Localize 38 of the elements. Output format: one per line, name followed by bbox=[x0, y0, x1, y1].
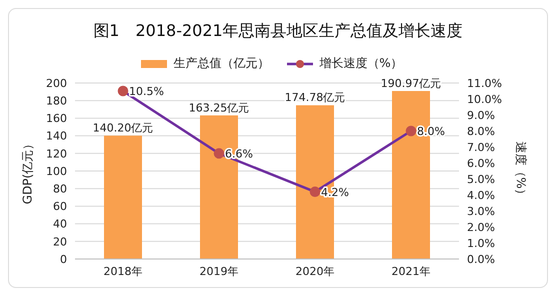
y-tick-label: 140 bbox=[46, 130, 67, 143]
y-tick-label: 60 bbox=[53, 200, 67, 214]
x-tick-label: 2018年 bbox=[104, 264, 142, 278]
data-label: 140.20亿元 bbox=[92, 122, 154, 135]
y2-tick-label: 0.0% bbox=[467, 252, 495, 266]
y-tick-label: 100 bbox=[46, 164, 67, 178]
y-tick-label: 40 bbox=[53, 218, 67, 231]
y2-tick-label: 3.0% bbox=[467, 204, 495, 218]
y2-axis-title: 速度（%） bbox=[514, 141, 528, 201]
bar bbox=[104, 136, 142, 259]
y2-tick-label: 6.0% bbox=[467, 156, 495, 170]
y2-tick-label: 7.0% bbox=[467, 140, 495, 154]
y-tick-label: 180 bbox=[46, 94, 67, 108]
y-tick-label: 120 bbox=[46, 147, 67, 160]
x-tick-label: 2019年 bbox=[200, 264, 238, 278]
data-label: 10.5% bbox=[129, 85, 164, 98]
data-label: 174.78亿元 bbox=[284, 91, 346, 104]
x-tick-label: 2020年 bbox=[296, 264, 334, 278]
y2-tick-label: 11.0% bbox=[467, 76, 502, 90]
y-tick-label: 20 bbox=[53, 235, 67, 248]
y2-tick-label: 2.0% bbox=[467, 220, 495, 234]
chart-title: 图1 2018-2021年思南县地区生产总值及增长速度 bbox=[92, 20, 464, 42]
y2-tick-label: 10.0% bbox=[467, 92, 502, 106]
y-tick-label: 80 bbox=[53, 182, 67, 196]
x-tick-label: 2021年 bbox=[392, 264, 430, 278]
y-tick-label: 0 bbox=[60, 252, 67, 266]
y2-tick-label: 5.0% bbox=[467, 172, 495, 186]
y-axis-title: GDP(亿元） bbox=[20, 138, 34, 204]
y2-tick-label: 4.0% bbox=[467, 188, 495, 202]
legend-label: 增长速度（%） bbox=[319, 55, 403, 72]
legend-label: 生产总值（亿元） bbox=[173, 55, 270, 72]
data-label: 190.97亿元 bbox=[380, 76, 442, 90]
data-label: 163.25亿元 bbox=[188, 101, 250, 114]
y2-tick-label: 1.0% bbox=[467, 236, 495, 250]
y-tick-label: 200 bbox=[46, 76, 67, 90]
y-tick-label: 160 bbox=[46, 112, 67, 126]
y2-tick-label: 8.0% bbox=[467, 124, 495, 138]
y2-tick-label: 9.0% bbox=[467, 108, 495, 122]
